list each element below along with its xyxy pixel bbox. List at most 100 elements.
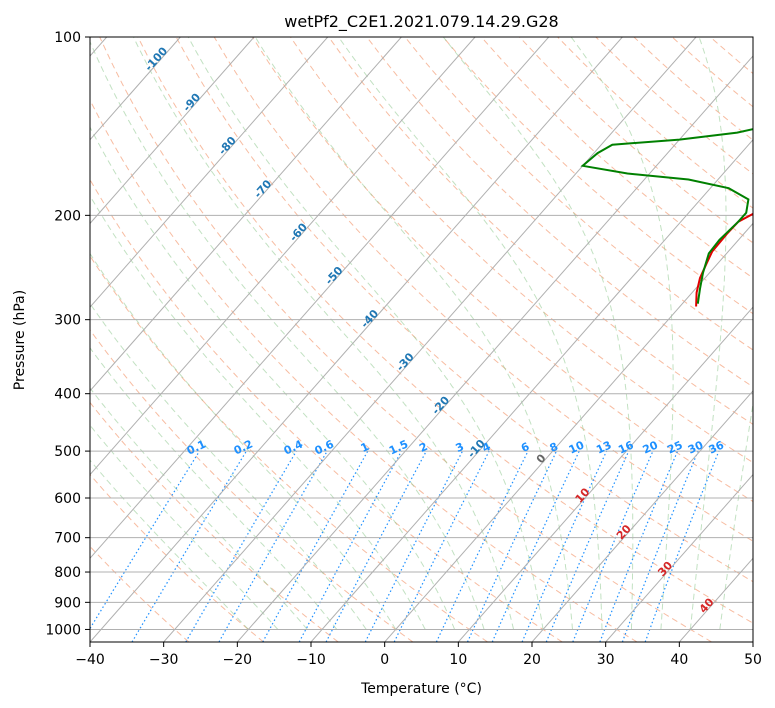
mixing-ratio-line	[435, 450, 529, 642]
isotherm-label: -40	[358, 307, 381, 331]
moist-adiabat-line	[90, 194, 426, 630]
mixing-ratio-label: 0.2	[232, 438, 255, 458]
dry-adiabats	[90, 37, 753, 642]
x-tick-label: −40	[75, 652, 105, 668]
dry-adiabat-line	[404, 37, 753, 351]
moist-adiabat-line	[570, 37, 674, 630]
mixing-ratio-line	[185, 450, 297, 642]
dry-adiabat-line	[328, 37, 753, 425]
mixing-ratio-line	[644, 450, 720, 642]
isotherm-line	[384, 222, 753, 642]
dewpoint-line	[580, 128, 753, 304]
dry-adiabat-line	[366, 37, 753, 388]
moist-adiabat-line	[90, 252, 397, 630]
dry-adiabat-line	[175, 37, 753, 583]
isotherm-label: 10	[573, 485, 593, 505]
mixing-ratio-label: 13	[594, 438, 613, 456]
mixing-ratio-lines	[90, 450, 720, 642]
dry-adiabat-line	[137, 37, 753, 624]
profiles	[580, 128, 753, 307]
mixing-ratio-label: 0.6	[313, 437, 336, 457]
moist-adiabat-line	[254, 37, 573, 630]
isobar-grid	[90, 37, 753, 630]
isotherm-label: 40	[697, 595, 717, 615]
isotherm-label: -100	[142, 44, 170, 73]
dry-adiabat-line	[442, 37, 753, 315]
y-tick-label: 500	[54, 444, 81, 460]
x-tick-label: 30	[597, 652, 615, 668]
moist-adiabats	[90, 37, 753, 630]
isotherm-label: -20	[429, 393, 452, 417]
isotherm-label: -90	[180, 90, 203, 114]
moist-adiabat-line	[90, 459, 249, 630]
moist-adiabat-line	[187, 37, 544, 630]
mixing-ratio-line	[364, 450, 464, 642]
isotherm-label: 20	[614, 522, 634, 542]
isotherm-label: 0	[534, 451, 549, 466]
mixing-ratio-label: 8	[548, 440, 560, 455]
mixing-ratio-line	[298, 450, 403, 642]
moist-adiabat-line	[338, 37, 603, 630]
dry-adiabat-line	[557, 37, 753, 209]
y-tick-label: 900	[54, 595, 81, 611]
mixing-ratio-label: 10	[567, 438, 587, 456]
dry-adiabat-line	[251, 37, 753, 503]
y-tick-label: 800	[54, 565, 81, 581]
isotherm-line	[236, 55, 753, 642]
moist-adiabat-line	[133, 37, 515, 630]
isotherm-label: -80	[216, 134, 239, 158]
plot-frame	[89, 36, 754, 643]
mixing-ratio-label: 0.4	[282, 437, 305, 457]
mixing-ratio-line	[545, 450, 630, 642]
mixing-ratio-label: 25	[665, 438, 684, 456]
dry-adiabat-line	[90, 545, 190, 642]
moist-adiabat-line	[90, 302, 367, 630]
isotherm-line	[90, 37, 476, 476]
mixing-ratio-label: 36	[707, 438, 727, 456]
dry-adiabat-line	[90, 329, 414, 642]
mixing-ratio-line	[491, 450, 580, 642]
dry-adiabat-line	[290, 37, 753, 464]
x-tick-label: −10	[296, 652, 326, 668]
isotherm-label: -70	[251, 177, 274, 201]
mixing-ratio-line	[599, 450, 679, 642]
dry-adiabat-line	[90, 178, 563, 642]
isotherm-line	[90, 37, 550, 560]
isotherm-line	[752, 641, 753, 642]
mixing-ratio-line	[621, 450, 699, 642]
isotherm-line	[678, 557, 753, 642]
x-axis: −40 −30 −20 −10 0 10 20 30 40 50	[75, 642, 762, 668]
moist-adiabat-line	[689, 37, 727, 630]
background-lines	[90, 37, 753, 642]
moist-adiabat-line	[90, 347, 338, 630]
y-tick-label: 200	[54, 208, 81, 224]
dry-adiabat-line	[90, 255, 488, 642]
dry-adiabat-line	[99, 37, 712, 642]
y-axis-label: Pressure (hPa)	[12, 290, 28, 390]
mixing-ratio-line	[393, 450, 490, 642]
isotherm-label: 30	[655, 559, 675, 579]
y-tick-label: 100	[54, 30, 81, 46]
y-tick-label: 1000	[45, 622, 81, 638]
dry-adiabat-line	[90, 98, 638, 642]
x-tick-label: 50	[744, 652, 762, 668]
mixing-ratio-label: 16	[616, 438, 636, 456]
isotherm-grid	[90, 37, 753, 642]
x-tick-label: −20	[223, 652, 253, 668]
dry-adiabat-line	[519, 37, 753, 244]
y-axis: 100 200 300 400 500 600 700 800 900 1000	[45, 30, 90, 638]
dry-adiabat-line	[213, 37, 753, 542]
isotherm-line	[90, 37, 623, 642]
x-tick-label: 0	[380, 652, 389, 668]
temperature-line	[695, 212, 753, 307]
y-tick-label: 300	[54, 313, 81, 329]
moist-adiabat-line	[90, 387, 308, 630]
isotherm-line	[605, 473, 753, 642]
mixing-ratio-line	[572, 450, 654, 642]
x-tick-label: 40	[670, 652, 688, 668]
dry-adiabat-line	[633, 37, 753, 141]
isotherm-line	[90, 37, 255, 225]
x-tick-label: −30	[149, 652, 179, 668]
x-tick-label: 20	[523, 652, 541, 668]
